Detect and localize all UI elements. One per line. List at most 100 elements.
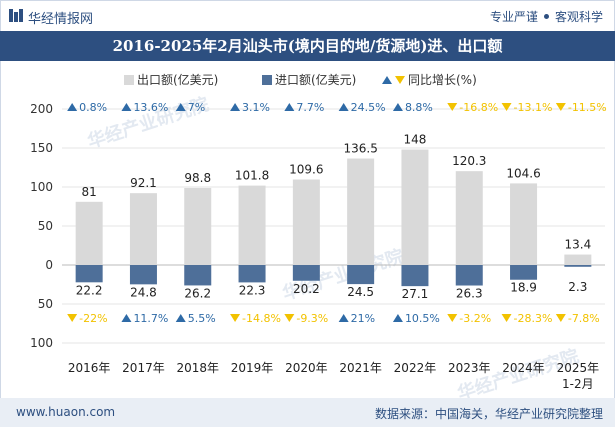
export-bar — [292, 179, 320, 265]
x-tick-label-line2: 1-2月 — [562, 377, 594, 391]
export-growth-label: 7.7% — [296, 101, 324, 114]
legend-up-triangle-icon — [382, 76, 392, 84]
x-tick-label: 2025年 — [557, 361, 600, 375]
import-bar — [129, 265, 157, 285]
import-value-label: 26.3 — [456, 287, 483, 301]
import-bar — [75, 265, 103, 283]
import-growth-down-triangle-icon — [284, 314, 295, 322]
import-growth-down-triangle-icon — [555, 314, 566, 322]
footer-website[interactable]: www.huaon.com — [16, 405, 116, 419]
import-value-label: 24.5 — [347, 285, 374, 299]
export-growth-label: 0.8% — [79, 101, 107, 114]
export-bar — [564, 254, 592, 265]
tag-objective: 客观科学 — [554, 10, 603, 24]
export-growth-label: -13.1% — [514, 101, 553, 114]
y-tick-label: 0 — [45, 258, 53, 272]
footer-source: 数据来源：中国海关，华经产业研究院整理 — [374, 407, 603, 421]
export-growth-label: 13.6% — [133, 101, 168, 114]
tag-separator-icon — [543, 14, 549, 19]
export-bar — [184, 187, 212, 265]
import-growth-down-triangle-icon — [230, 314, 241, 322]
footer-bar: www.huaon.com 数据来源：中国海关，华经产业研究院整理 — [0, 398, 615, 427]
export-growth-label: 8.8% — [405, 101, 433, 114]
export-bar — [510, 183, 538, 265]
export-growth-label: 7% — [188, 101, 205, 114]
export-bar — [238, 185, 266, 265]
export-growth-down-triangle-icon — [555, 103, 566, 111]
export-value-label: 109.6 — [289, 163, 323, 177]
import-bar — [564, 265, 592, 267]
export-growth-up-triangle-icon — [392, 103, 403, 111]
chart-title: 2016-2025年2月汕头市(境内目的地/货源地)进、出口额 — [112, 37, 503, 55]
import-growth-label: 5.5% — [188, 312, 216, 325]
export-value-label: 120.3 — [452, 154, 486, 168]
x-tick-label: 2019年 — [231, 361, 274, 375]
export-bar — [455, 171, 483, 265]
export-bar — [347, 158, 375, 265]
legend-down-triangle-icon — [395, 76, 405, 84]
import-bar — [238, 265, 266, 283]
export-growth-down-triangle-icon — [447, 103, 458, 111]
export-growth-up-triangle-icon — [175, 103, 186, 111]
y-tick-label: 50 — [38, 297, 53, 311]
export-bar — [401, 149, 429, 265]
export-growth-up-triangle-icon — [230, 103, 241, 111]
import-growth-label: -3.2% — [459, 312, 491, 325]
import-value-label: 20.2 — [293, 282, 320, 296]
export-bar — [75, 201, 103, 265]
import-bar — [347, 265, 375, 285]
y-tick-label: 200 — [30, 102, 53, 116]
y-tick-label: 100 — [30, 180, 53, 194]
import-growth-label: 10.5% — [405, 312, 440, 325]
import-bar — [455, 265, 483, 286]
export-growth-label: 24.5% — [351, 101, 386, 114]
export-value-label: 81 — [82, 185, 97, 199]
x-tick-label: 2020年 — [285, 361, 328, 375]
import-growth-label: 21% — [351, 312, 375, 325]
import-growth-label: -28.3% — [514, 312, 553, 325]
export-bar — [129, 193, 157, 265]
legend-export-label: 出口额(亿美元) — [137, 72, 218, 87]
x-tick-label: 2021年 — [339, 361, 382, 375]
import-growth-label: -22% — [79, 312, 107, 325]
import-growth-down-triangle-icon — [501, 314, 512, 322]
import-growth-up-triangle-icon — [392, 314, 403, 322]
import-value-label: 2.3 — [568, 280, 587, 294]
y-tick-label: 150 — [30, 141, 53, 155]
brand-name: 华经情报网 — [28, 12, 94, 27]
export-value-label: 92.1 — [130, 176, 157, 190]
x-tick-label: 2023年 — [448, 361, 491, 375]
y-tick-label: 100 — [30, 336, 53, 350]
x-tick-label: 2022年 — [394, 361, 437, 375]
tag-professional: 专业严谨 — [489, 10, 538, 24]
export-growth-up-triangle-icon — [67, 103, 78, 111]
import-bar — [510, 265, 538, 280]
top-bar: 华经情报网 专业严谨 客观科学 — [0, 0, 615, 30]
import-value-label: 26.2 — [184, 286, 211, 300]
x-tick-label: 2018年 — [176, 361, 219, 375]
brand-logo-icon — [9, 9, 23, 22]
export-value-label: 13.4 — [564, 238, 591, 252]
import-growth-up-triangle-icon — [175, 314, 186, 322]
brand-tags: 专业严谨 客观科学 — [490, 8, 603, 25]
export-value-label: 101.8 — [235, 169, 269, 183]
export-growth-up-triangle-icon — [284, 103, 295, 111]
export-growth-up-triangle-icon — [121, 103, 132, 111]
x-tick-label: 2016年 — [68, 361, 111, 375]
import-growth-label: 11.7% — [133, 312, 168, 325]
import-value-label: 22.2 — [76, 283, 103, 297]
export-growth-up-triangle-icon — [338, 103, 349, 111]
import-growth-up-triangle-icon — [121, 314, 132, 322]
y-tick-label: 50 — [38, 219, 53, 233]
import-growth-label: -9.3% — [296, 312, 328, 325]
legend-export-swatch — [124, 75, 134, 85]
chart-area: 华经产业研究院华经产业研究院华经产业研究院20015010050050100出口… — [30, 72, 607, 398]
import-growth-label: -7.8% — [568, 312, 600, 325]
export-value-label: 104.6 — [506, 166, 540, 180]
import-bar — [184, 265, 212, 286]
import-growth-up-triangle-icon — [338, 314, 349, 322]
export-growth-label: 3.1% — [242, 101, 270, 114]
import-value-label: 22.3 — [239, 283, 266, 297]
legend-import-swatch — [262, 75, 272, 85]
import-value-label: 24.8 — [130, 285, 157, 299]
